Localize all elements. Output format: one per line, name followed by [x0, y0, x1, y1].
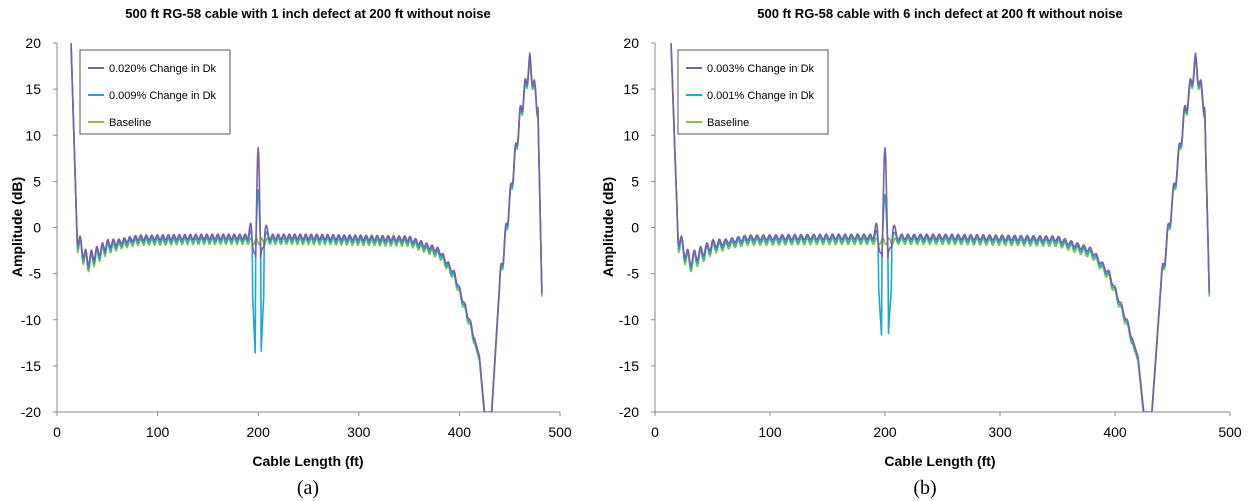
- axes: [53, 42, 561, 416]
- y-tick-label: 15: [623, 81, 639, 97]
- chart-title: 500 ft RG-58 cable with 1 inch defect at…: [125, 6, 491, 21]
- legend-entry: 0.009% Change in Dk: [109, 90, 217, 102]
- plot-area: [670, 43, 1211, 412]
- y-tick-label: 0: [631, 220, 639, 236]
- plot-area: [70, 43, 543, 412]
- y-tick-label: 5: [631, 173, 639, 189]
- legend-entry: Baseline: [109, 117, 151, 129]
- x-tick-label: 500: [1218, 424, 1242, 440]
- x-tick-label: 500: [548, 424, 572, 440]
- x-tick-label: 200: [247, 424, 271, 440]
- y-tick-label: -5: [627, 266, 640, 282]
- legend-box: [79, 49, 231, 135]
- legend-entry: 0.020% Change in Dk: [109, 63, 217, 75]
- x-tick-label: 300: [988, 424, 1012, 440]
- y-tick-label: -20: [21, 404, 41, 420]
- y-tick-label: -10: [619, 312, 639, 328]
- x-tick-label: 400: [1103, 424, 1127, 440]
- legend: 0.020% Change in Dk 0.009% Change in Dk Ba…: [79, 49, 231, 135]
- chart-title: 500 ft RG-58 cable with 6 inch defect at…: [757, 6, 1123, 21]
- series-line-0: [70, 43, 543, 412]
- chart-panel-b: 500 ft RG-58 cable with 6 inch defect at…: [600, 6, 1242, 499]
- x-tick-label: 0: [651, 424, 659, 440]
- legend: 0.003% Change in Dk 0.001% Change in Dk Ba…: [677, 49, 829, 135]
- x-tick-label: 400: [448, 424, 472, 440]
- x-tick-label: 0: [53, 424, 61, 440]
- panel-caption: (b): [913, 477, 936, 499]
- y-tick-label: -15: [21, 358, 41, 374]
- x-tick-label: 200: [873, 424, 897, 440]
- x-tick-label: 300: [347, 424, 371, 440]
- x-tick-label: 100: [146, 424, 170, 440]
- y-tick-label: 20: [25, 35, 41, 51]
- legend-entry: 0.003% Change in Dk: [707, 63, 815, 75]
- x-tick-labels: 0 100 200 300 400 500: [53, 424, 572, 440]
- x-axis-label: Cable Length (ft): [884, 453, 995, 469]
- y-tick-label: -20: [619, 404, 639, 420]
- y-tick-label: 0: [33, 220, 41, 236]
- y-tick-label: -5: [29, 266, 42, 282]
- y-tick-labels: -20 -15 -10 -5 0 5 10 15 20: [21, 35, 41, 420]
- x-tick-labels: 0 100 200 300 400 500: [651, 424, 1242, 440]
- panel-caption: (a): [297, 477, 319, 499]
- series-line-0: [670, 43, 1211, 412]
- series-line-1: [670, 45, 1211, 412]
- legend-entry: Baseline: [707, 117, 749, 129]
- y-tick-label: 20: [623, 35, 639, 51]
- x-tick-label: 100: [758, 424, 782, 440]
- y-axis-label: Amplitude (dB): [9, 177, 25, 277]
- y-tick-labels: -20 -15 -10 -5 0 5 10 15 20: [619, 35, 639, 420]
- axes: [651, 42, 1231, 416]
- y-tick-label: 10: [25, 127, 41, 143]
- y-tick-label: -10: [21, 312, 41, 328]
- legend-entry: 0.001% Change in Dk: [707, 90, 815, 102]
- y-axis-label: Amplitude (dB): [600, 177, 616, 277]
- y-tick-label: 5: [33, 173, 41, 189]
- y-tick-label: 10: [623, 127, 639, 143]
- y-tick-label: 15: [25, 81, 41, 97]
- x-axis-label: Cable Length (ft): [252, 453, 363, 469]
- legend-box: [677, 49, 829, 135]
- y-tick-label: -15: [619, 358, 639, 374]
- chart-panel-a: 500 ft RG-58 cable with 1 inch defect at…: [9, 6, 572, 499]
